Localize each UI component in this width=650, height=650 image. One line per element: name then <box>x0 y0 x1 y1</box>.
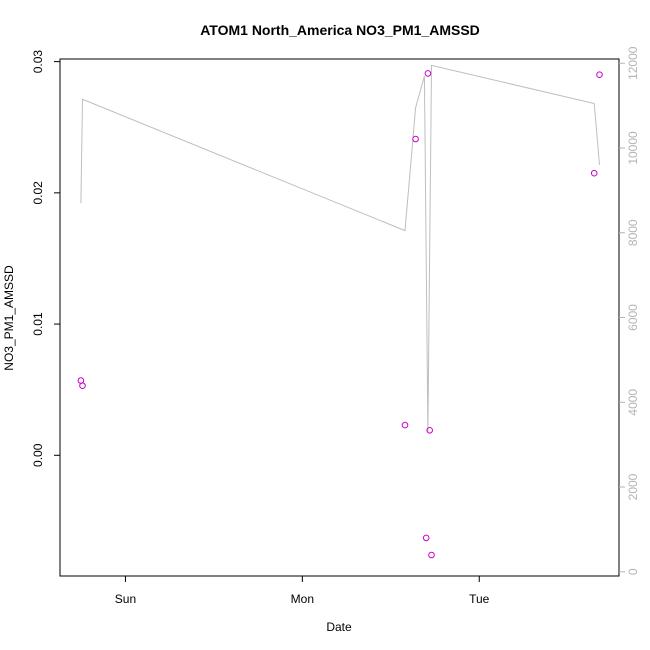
data-point <box>596 71 603 78</box>
y-tick-label: 0.00 <box>31 443 45 467</box>
chart-title: ATOM1 North_America NO3_PM1_AMSSD <box>200 22 480 38</box>
y-tick-label: 0.02 <box>31 181 45 205</box>
y2-tick-label: 4000 <box>626 389 640 416</box>
y-tick-label: 0.01 <box>31 312 45 336</box>
data-point <box>424 70 432 77</box>
x-axis: Sun Mon Tue <box>115 576 490 606</box>
y-tick-label: 0.03 <box>31 50 45 74</box>
y2-tick-label: 10000 <box>626 131 640 165</box>
data-point <box>428 551 435 559</box>
y2-tick-label: 0 <box>626 568 640 575</box>
y2-tick-label: 6000 <box>626 304 640 331</box>
x-axis-label: Date <box>326 620 352 634</box>
data-point <box>426 427 434 434</box>
y-axis: 0.00 0.01 0.02 0.03 <box>31 50 60 467</box>
data-point <box>412 135 419 143</box>
x-tick-label: Mon <box>291 592 314 606</box>
y-axis-label: NO3_PM1_AMSSD <box>2 265 16 371</box>
data-point <box>590 169 598 177</box>
y2-tick-label: 8000 <box>626 219 640 246</box>
series-line <box>80 64 600 432</box>
series-line-path <box>80 64 600 432</box>
y2-tick-label: 12000 <box>626 46 640 80</box>
plot-frame <box>59 58 620 577</box>
series-points <box>77 70 603 559</box>
y-axis-right: 0 2000 4000 6000 8000 10000 12000 <box>619 46 640 575</box>
x-tick-label: Sun <box>115 592 136 606</box>
data-point <box>422 534 430 542</box>
x-tick-label: Tue <box>469 592 490 606</box>
data-point <box>401 421 409 429</box>
y2-tick-label: 2000 <box>626 473 640 500</box>
data-point <box>79 382 86 390</box>
